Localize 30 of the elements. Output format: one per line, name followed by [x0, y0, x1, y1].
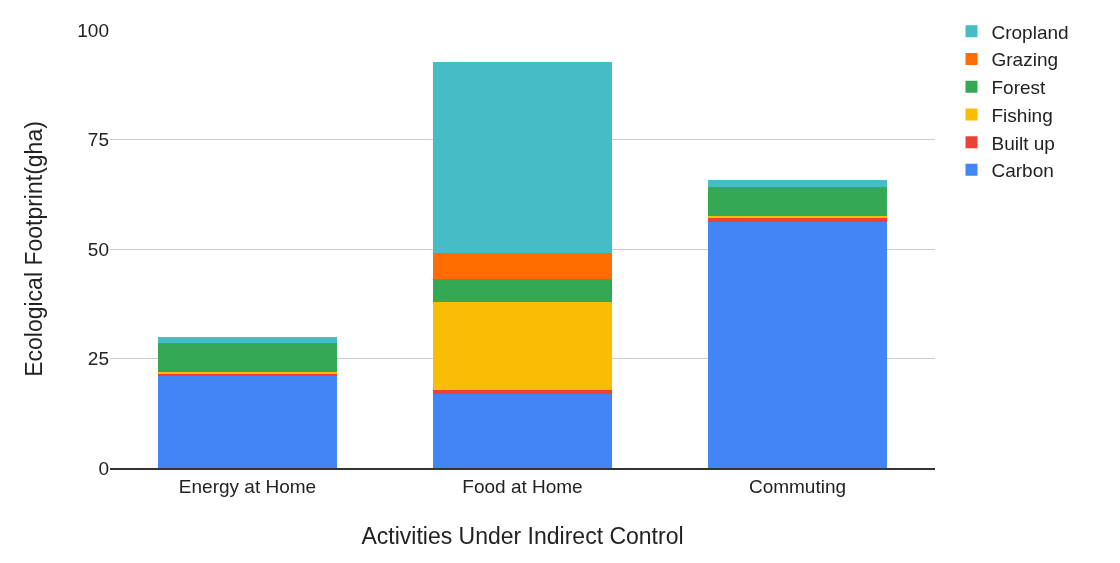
legend-label: Fishing [991, 104, 1053, 126]
bar [158, 343, 337, 372]
y-tick-label: 100 [77, 19, 109, 41]
bar [708, 215, 887, 218]
legend-label: Carbon [991, 160, 1054, 182]
bar [433, 279, 612, 302]
legend-label: Cropland [991, 21, 1069, 43]
bar [433, 390, 612, 395]
y-tick-label: 75 [87, 129, 109, 151]
y-tick-label: 50 [87, 238, 109, 260]
x-tick-label: Energy at Home [178, 475, 317, 497]
legend-label: Forest [991, 77, 1047, 99]
x-axis-title: Activities Under Indirect Control [361, 522, 684, 549]
bar [708, 217, 887, 222]
bar [708, 187, 887, 216]
bar [708, 221, 887, 468]
y-tick-label: 0 [98, 457, 109, 479]
x-tick-label: Commuting [748, 475, 847, 497]
x-tick-label: Food at Home [462, 475, 583, 497]
legend-label: Built up [991, 132, 1055, 154]
bar [708, 179, 887, 188]
bar [158, 337, 337, 344]
bar [158, 375, 337, 468]
legend-label: Grazing [991, 49, 1059, 71]
y-tick-label: 25 [87, 348, 109, 370]
bar [433, 394, 612, 468]
bar [433, 252, 612, 280]
bar [433, 302, 612, 391]
y-axis-title: Ecological Footprint(gha) [20, 121, 47, 377]
bar [433, 61, 612, 253]
